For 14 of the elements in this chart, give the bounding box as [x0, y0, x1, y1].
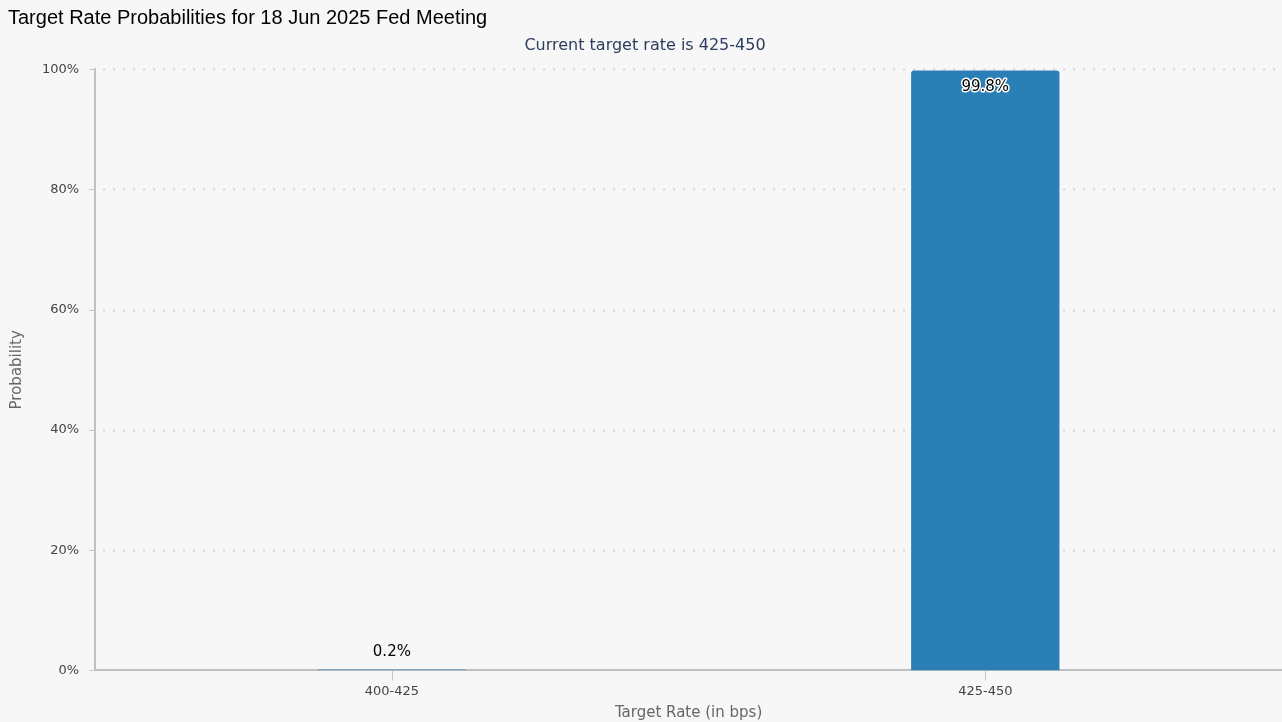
chart-title: Target Rate Probabilities for 18 Jun 2025 Fed Meeting	[8, 5, 488, 28]
x-tick-label: 400-425	[364, 682, 420, 698]
data-label: 99.8%	[961, 77, 1010, 96]
y-tick-label: 40%	[50, 421, 80, 437]
x-axis-title: Target Rate (in bps)	[613, 702, 763, 721]
y-tick-label: 60%	[50, 301, 80, 317]
y-axis-title: Probability	[6, 330, 25, 410]
x-tick-label: 425-450	[958, 682, 1013, 698]
data-label: 0.2%	[372, 642, 411, 661]
chart-subtitle: Current target rate is 425-450	[524, 34, 766, 54]
y-tick-label: 100%	[41, 60, 80, 76]
y-tick-label: 20%	[50, 541, 80, 557]
y-tick-label: 80%	[50, 180, 80, 196]
y-tick-label: 0%	[58, 661, 80, 677]
